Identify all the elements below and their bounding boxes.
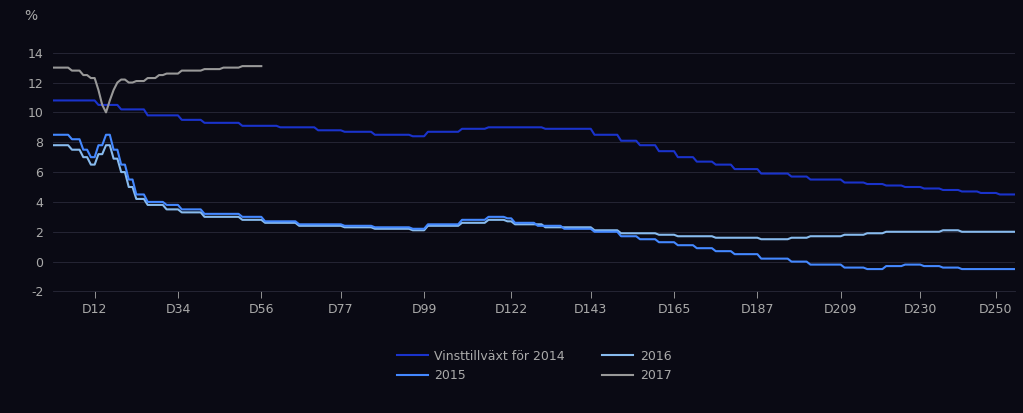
2015: [459, 217, 472, 222]
2017: [47, 65, 59, 70]
Vinsttillväxt för 2014: [47, 98, 59, 103]
Vinsttillväxt för 2014: [982, 190, 994, 195]
Line: Vinsttillväxt för 2014: Vinsttillväxt för 2014: [53, 100, 1023, 195]
Vinsttillväxt för 2014: [456, 126, 469, 131]
Vinsttillväxt för 2014: [165, 113, 177, 118]
2015: [839, 265, 851, 270]
Legend: Vinsttillväxt för 2014, 2015, 2016, 2017: Vinsttillväxt för 2014, 2015, 2016, 2017: [392, 345, 676, 387]
2016: [456, 221, 469, 225]
2015: [456, 217, 469, 222]
Line: 2017: 2017: [53, 66, 261, 112]
Vinsttillväxt för 2014: [993, 192, 1006, 197]
Line: 2015: 2015: [53, 135, 1023, 269]
2015: [861, 267, 874, 272]
Vinsttillväxt för 2014: [187, 117, 199, 122]
2016: [187, 210, 199, 215]
2016: [755, 237, 767, 242]
Text: %: %: [25, 9, 37, 24]
2017: [187, 68, 199, 73]
2015: [47, 132, 59, 137]
Vinsttillväxt för 2014: [459, 126, 472, 131]
2016: [165, 207, 177, 212]
2016: [47, 143, 59, 148]
2016: [986, 229, 998, 234]
2016: [842, 232, 854, 237]
2016: [459, 221, 472, 225]
2017: [165, 71, 177, 76]
2015: [187, 207, 199, 212]
Line: 2016: 2016: [53, 145, 1023, 239]
Vinsttillväxt för 2014: [839, 180, 851, 185]
2015: [986, 267, 998, 272]
2015: [165, 202, 177, 207]
